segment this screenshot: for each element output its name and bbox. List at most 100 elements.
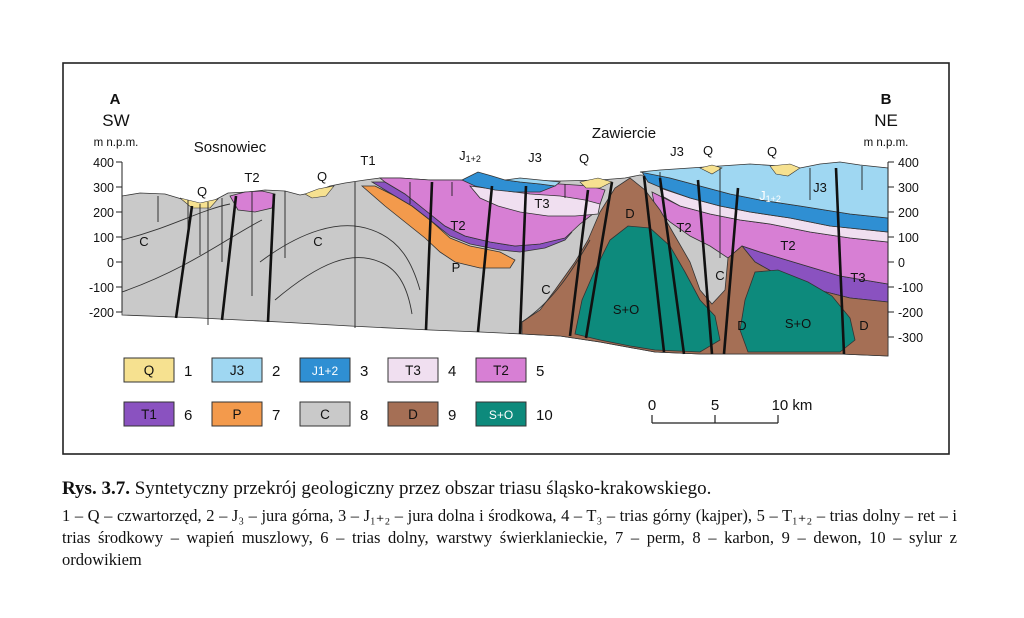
label-d: D (625, 206, 634, 221)
label-c: C (139, 234, 148, 249)
legend-swatch (123, 401, 175, 427)
legend-symbol: T2 (493, 363, 509, 378)
legend-swatch (211, 401, 263, 427)
boreholes (157, 166, 863, 328)
fault (424, 181, 434, 331)
figure-caption-title: Rys. 3.7. Syntetyczny przekrój geologicz… (62, 478, 957, 500)
legend-swatch (211, 357, 263, 383)
legend-number: 10 (536, 407, 553, 424)
fault (658, 177, 686, 355)
figure-caption-body: 1 – Q – czwartorzęd, 2 – J₃ – jura górna… (62, 506, 957, 569)
q-patch (579, 177, 613, 189)
legend-swatch (475, 357, 527, 383)
layer-j3-east (639, 161, 889, 219)
legend-number: 2 (272, 363, 280, 380)
legend-number: 6 (184, 407, 192, 424)
legend-swatch (123, 357, 175, 383)
q-patch (304, 185, 335, 199)
label-c: C (715, 268, 724, 283)
section-layers (121, 161, 889, 357)
legend-item: T2 5 (475, 357, 544, 383)
label-j3: J3 (670, 144, 684, 159)
label-c: C (313, 234, 322, 249)
legend-number: 3 (360, 363, 368, 380)
fold-line (274, 257, 413, 315)
fault (568, 189, 590, 337)
axis-tick-label: 400 (898, 156, 919, 170)
legend-swatch (475, 401, 527, 427)
label-q: Q (767, 144, 777, 159)
label-t3: T3 (534, 196, 549, 211)
legend: Q 1 J3 2 J1+2 3 T3 4 T2 5T1 6 P 7 C 8 D 9 S+O 10 (123, 357, 553, 427)
fault (642, 175, 666, 353)
label-t1: T1 (360, 153, 375, 168)
fault (266, 193, 276, 323)
layer-q-patches (179, 163, 801, 209)
scale-bar-label: 5 (711, 397, 719, 414)
fault (584, 181, 614, 339)
axis-tick-label: 200 (93, 206, 114, 220)
label-j3: J3 (813, 180, 827, 195)
layer-t3 (469, 185, 601, 217)
label-j3: J3 (528, 150, 542, 165)
q-patch (699, 164, 723, 175)
axis-tick-label: -100 (89, 281, 114, 295)
legend-item: J3 2 (211, 357, 280, 383)
fold-line (259, 225, 421, 291)
label-so: S+O (613, 302, 639, 317)
legend-symbol: S+O (489, 408, 513, 422)
label-d: D (859, 318, 868, 333)
label-j12: J1+2 (459, 148, 481, 164)
fold-line (121, 203, 231, 241)
axis-tick-label: 400 (93, 156, 114, 170)
fold-line (121, 219, 263, 293)
axis-tick-label: 0 (107, 256, 114, 270)
right-axis: B NE m n.p.m. 400 300 200 100 0 -100 -200 -300 (864, 91, 923, 345)
label-q: Q (197, 184, 207, 199)
axis-tick-label: -200 (89, 306, 114, 320)
fault (834, 167, 846, 355)
legend-number: 8 (360, 407, 368, 424)
fault (174, 205, 194, 319)
left-axis-unit: m n.p.m. (94, 137, 139, 149)
legend-number: 9 (448, 407, 456, 424)
axis-tick-label: 0 (898, 256, 905, 270)
legend-number: 5 (536, 363, 544, 380)
left-end-letter: A (110, 91, 121, 108)
legend-symbol: T1 (141, 407, 157, 422)
legend-symbol: Q (144, 363, 155, 378)
label-so: S+O (785, 316, 811, 331)
fault (220, 195, 238, 321)
fold-lines (121, 203, 591, 323)
fault (518, 185, 528, 335)
label-d: D (737, 318, 746, 333)
right-end-letter: B (881, 91, 892, 108)
legend-symbol: C (320, 407, 330, 422)
legend-swatch (387, 357, 439, 383)
legend-number: 4 (448, 363, 456, 380)
legend-swatch (299, 401, 351, 427)
right-axis-unit: m n.p.m. (864, 137, 909, 149)
left-axis: A SW m n.p.m. 400 300 200 100 0 -100 -200 (89, 91, 138, 320)
faults (174, 167, 846, 355)
axis-tick-label: 200 (898, 206, 919, 220)
legend-number: 1 (184, 363, 192, 380)
axis-tick-label: 100 (898, 231, 919, 245)
fault (696, 179, 714, 355)
label-c: C (541, 282, 550, 297)
scale-bar-label: 0 (648, 397, 656, 414)
figure-caption-title-text: Syntetyczny przekrój geologiczny przez o… (134, 478, 712, 499)
figure-caption-label: Rys. 3.7. (62, 478, 130, 499)
town-label-sosnowiec: Sosnowiec (194, 139, 267, 156)
left-axis-ticks: 400 300 200 100 0 -100 -200 (89, 156, 122, 320)
label-j12: J1+2 (759, 188, 781, 204)
label-t2: T2 (676, 220, 691, 235)
legend-swatch (299, 357, 351, 383)
label-t2: T2 (450, 218, 465, 233)
legend-symbol: P (232, 407, 241, 422)
